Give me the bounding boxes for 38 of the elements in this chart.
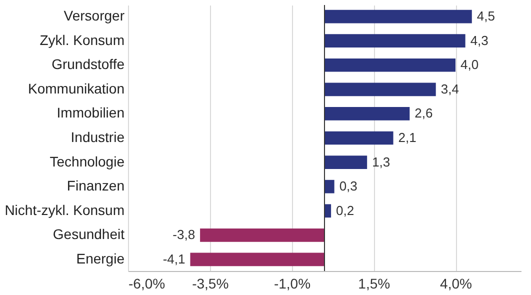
data-label: -4,1 bbox=[162, 251, 186, 266]
x-tick-label: -6,0% bbox=[128, 276, 166, 292]
y-tick-label: Technologie bbox=[50, 153, 125, 170]
data-label: 0,2 bbox=[336, 202, 354, 218]
data-label: 4,0 bbox=[460, 57, 479, 72]
bar bbox=[324, 34, 466, 48]
data-label: 4,3 bbox=[470, 32, 488, 48]
bar bbox=[324, 82, 436, 96]
x-tick-label: 1,5% bbox=[358, 276, 390, 292]
data-label: 2,1 bbox=[398, 130, 416, 145]
bar bbox=[200, 228, 324, 242]
bar bbox=[324, 204, 332, 218]
y-tick-label: Nicht-zykl. Konsum bbox=[4, 202, 124, 218]
y-tick-label: Finanzen bbox=[66, 178, 124, 194]
x-tick-label: -1,0% bbox=[274, 276, 311, 292]
x-tick-label: -3,5% bbox=[192, 276, 229, 292]
bar bbox=[324, 10, 472, 24]
y-tick-label: Energie bbox=[76, 250, 125, 266]
data-label: 1,3 bbox=[372, 154, 390, 170]
data-label: 2,6 bbox=[414, 106, 433, 121]
data-label: -3,8 bbox=[172, 227, 196, 242]
data-label: 3,4 bbox=[440, 81, 459, 96]
bar bbox=[324, 180, 334, 194]
y-tick-label: Grundstoffe bbox=[52, 56, 125, 72]
bar bbox=[324, 156, 368, 169]
y-tick-label: Gesundheit bbox=[52, 226, 125, 242]
y-tick-label: Immobilien bbox=[56, 104, 124, 121]
bar bbox=[324, 107, 410, 120]
y-tick-label: Kommunikation bbox=[28, 80, 124, 96]
y-tick-label: Versorger bbox=[64, 8, 125, 24]
bar bbox=[324, 58, 456, 72]
data-label: 4,5 bbox=[476, 8, 495, 24]
bar bbox=[190, 252, 324, 266]
x-tick-label: 4,0% bbox=[440, 276, 472, 292]
bar bbox=[324, 131, 394, 145]
y-tick-label: Zykl. Konsum bbox=[40, 32, 124, 48]
y-tick-label: Industrie bbox=[70, 129, 125, 145]
data-label: 0,3 bbox=[339, 178, 358, 194]
